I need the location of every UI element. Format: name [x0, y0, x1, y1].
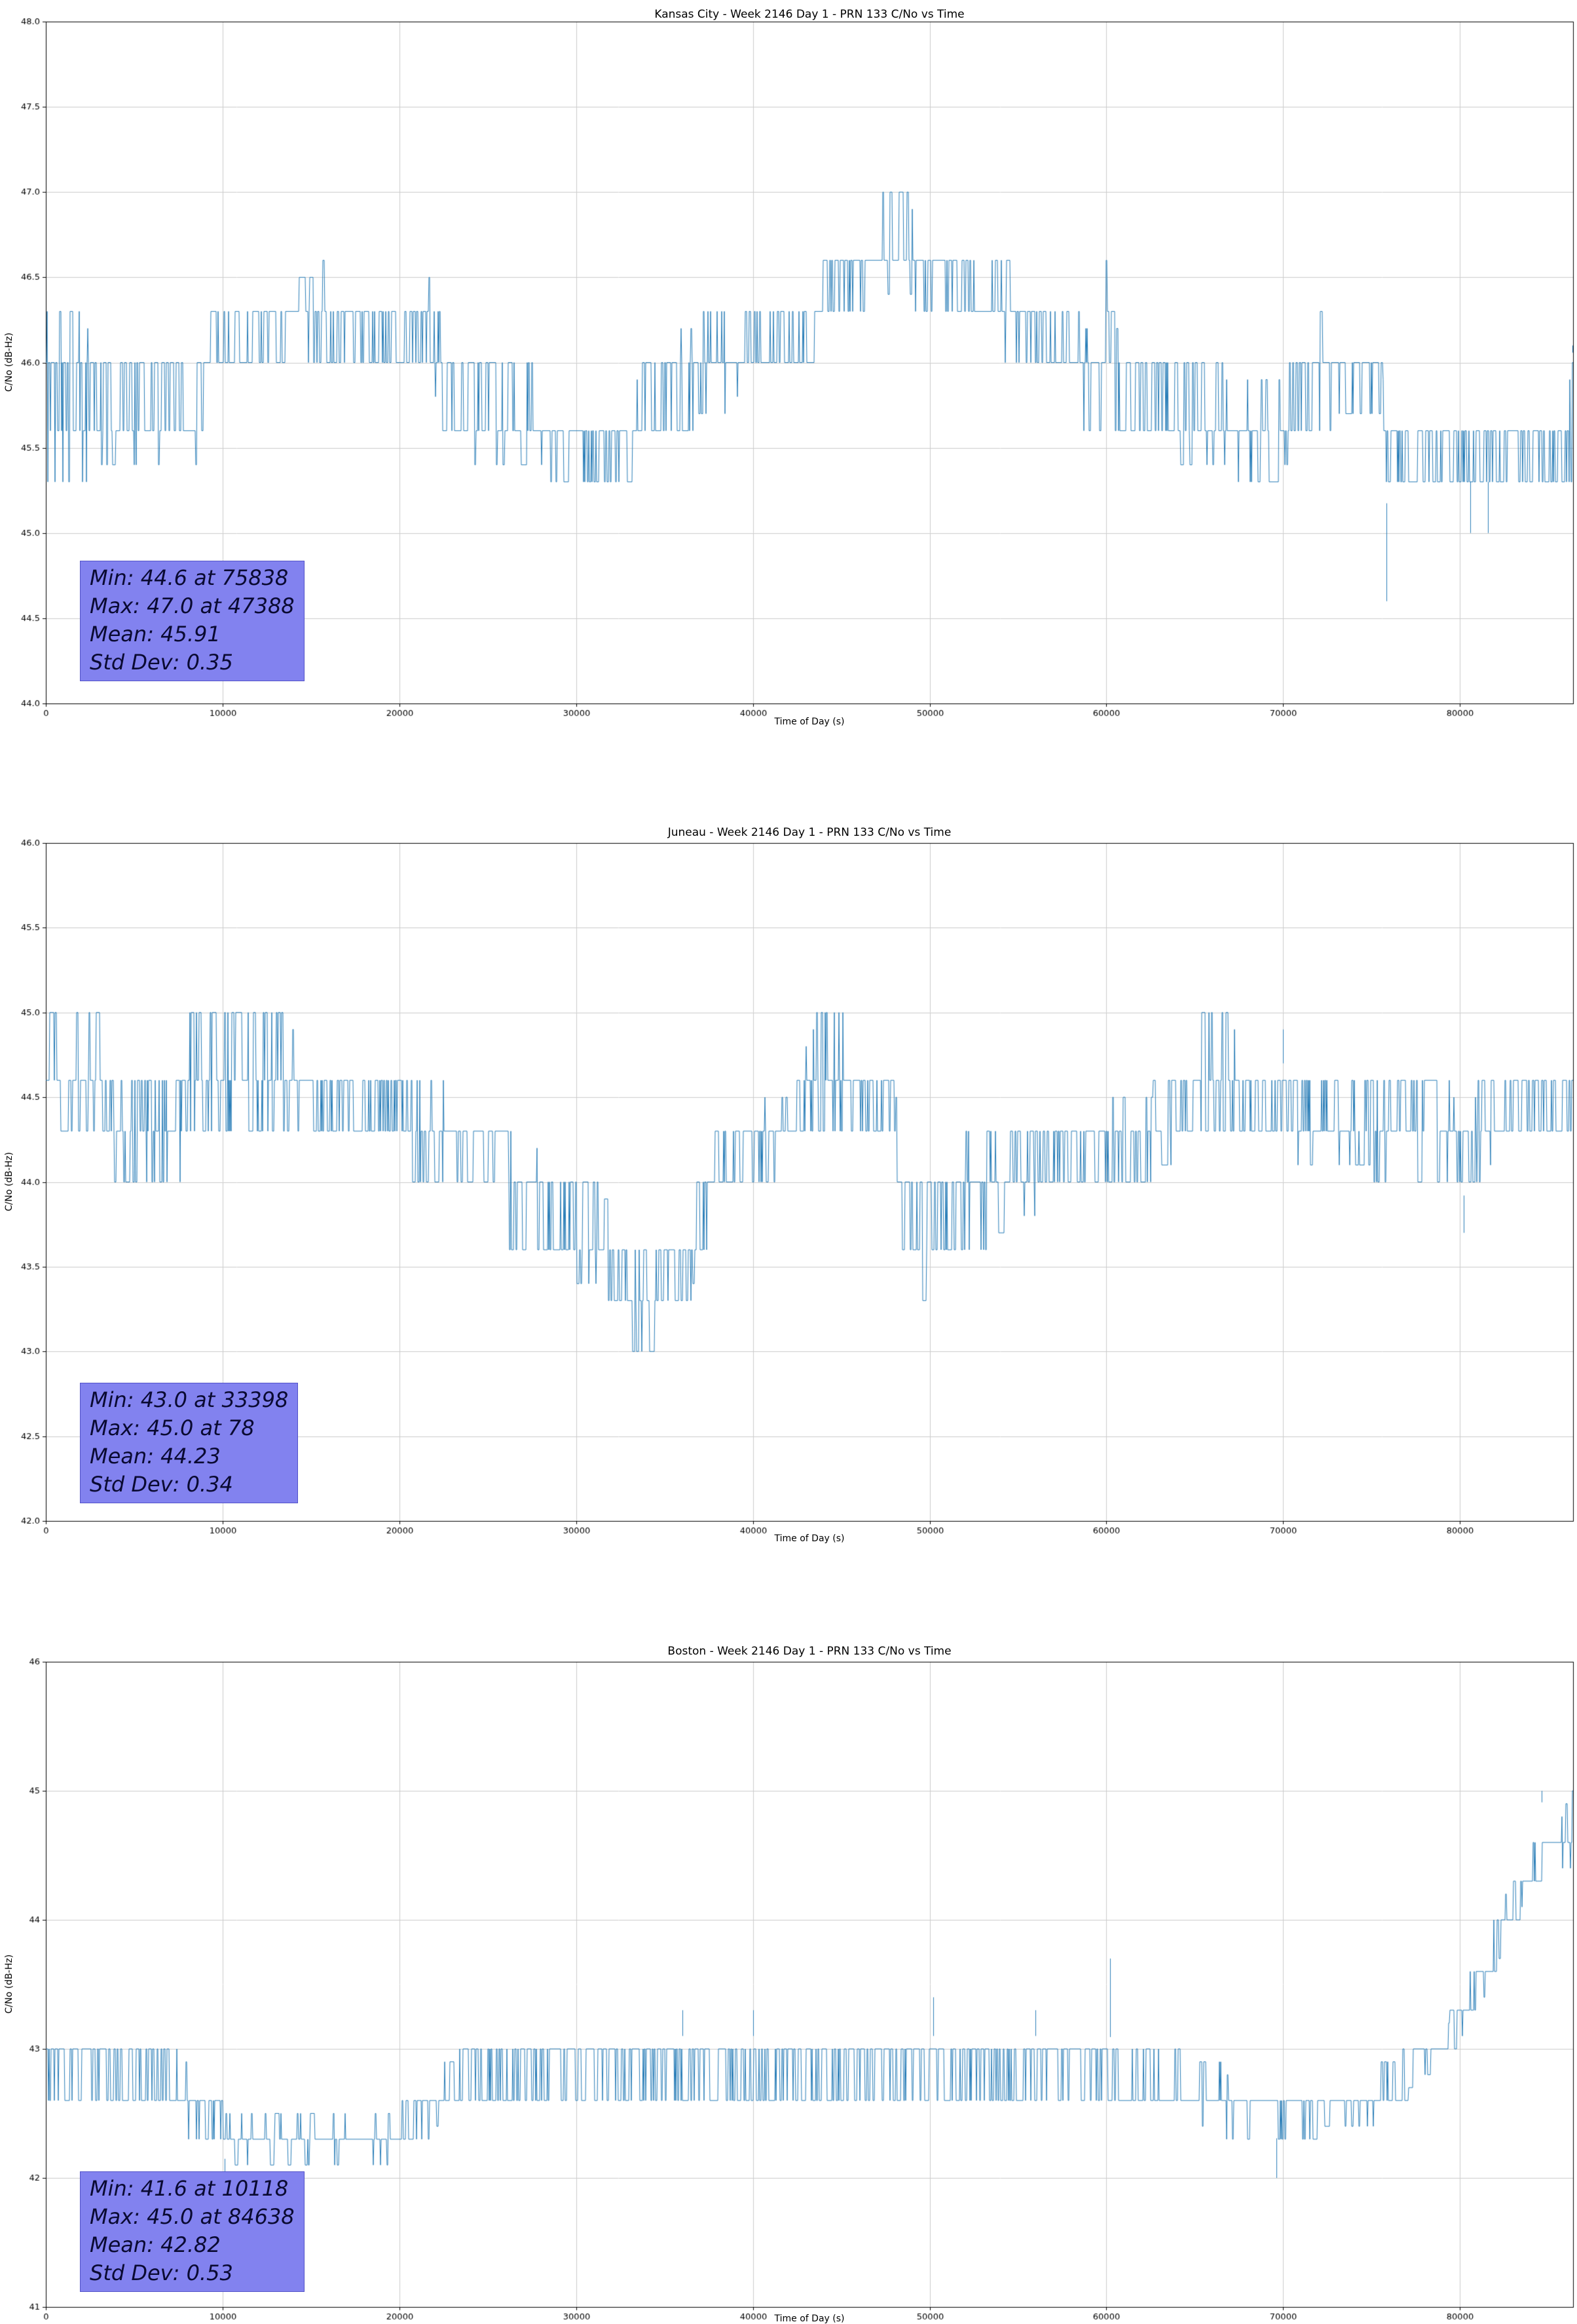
stat-mean: Mean: 45.91 [90, 622, 221, 647]
chart-kansas-city: Kansas City - Week 2146 Day 1 - PRN 133 … [0, 0, 1577, 775]
y-axis-label: C/No (dB-Hz) [4, 1152, 14, 1212]
y-axis-label: C/No (dB-Hz) [4, 332, 14, 392]
chart-title: Juneau - Week 2146 Day 1 - PRN 133 C/No … [667, 826, 952, 839]
stats-annotation: Min: 41.6 at 10118 Max: 45.0 at 84638 Me… [80, 2171, 305, 2292]
chart-title: Kansas City - Week 2146 Day 1 - PRN 133 … [654, 8, 965, 21]
chart-juneau: Juneau - Week 2146 Day 1 - PRN 133 C/No … [0, 775, 1577, 1550]
x-axis-label: Time of Day (s) [774, 2314, 845, 2324]
x-axis-label: Time of Day (s) [774, 717, 845, 727]
stat-mean: Mean: 42.82 [90, 2232, 221, 2257]
stat-std: Std Dev: 0.34 [90, 1472, 233, 1497]
chart-boston: Boston - Week 2146 Day 1 - PRN 133 C/No … [0, 1550, 1577, 2324]
stat-std: Std Dev: 0.35 [90, 650, 233, 675]
stat-max: Max: 45.0 at 78 [90, 1415, 255, 1440]
chart-title: Boston - Week 2146 Day 1 - PRN 133 C/No … [667, 1645, 952, 1658]
stats-annotation: Min: 44.6 at 75838 Max: 47.0 at 47388 Me… [80, 561, 305, 681]
stat-min: Min: 41.6 at 10118 [90, 2176, 289, 2201]
stat-std: Std Dev: 0.53 [90, 2260, 233, 2285]
stats-annotation: Min: 43.0 at 33398 Max: 45.0 at 78 Mean:… [80, 1383, 299, 1503]
x-axis-label: Time of Day (s) [774, 1533, 845, 1544]
stat-min: Min: 44.6 at 75838 [90, 565, 289, 590]
stat-max: Max: 45.0 at 84638 [90, 2204, 295, 2229]
stat-max: Max: 47.0 at 47388 [90, 593, 295, 618]
stat-min: Min: 43.0 at 33398 [90, 1387, 289, 1412]
stat-mean: Mean: 44.23 [90, 1444, 221, 1469]
y-axis-label: C/No (dB-Hz) [4, 1954, 14, 2014]
